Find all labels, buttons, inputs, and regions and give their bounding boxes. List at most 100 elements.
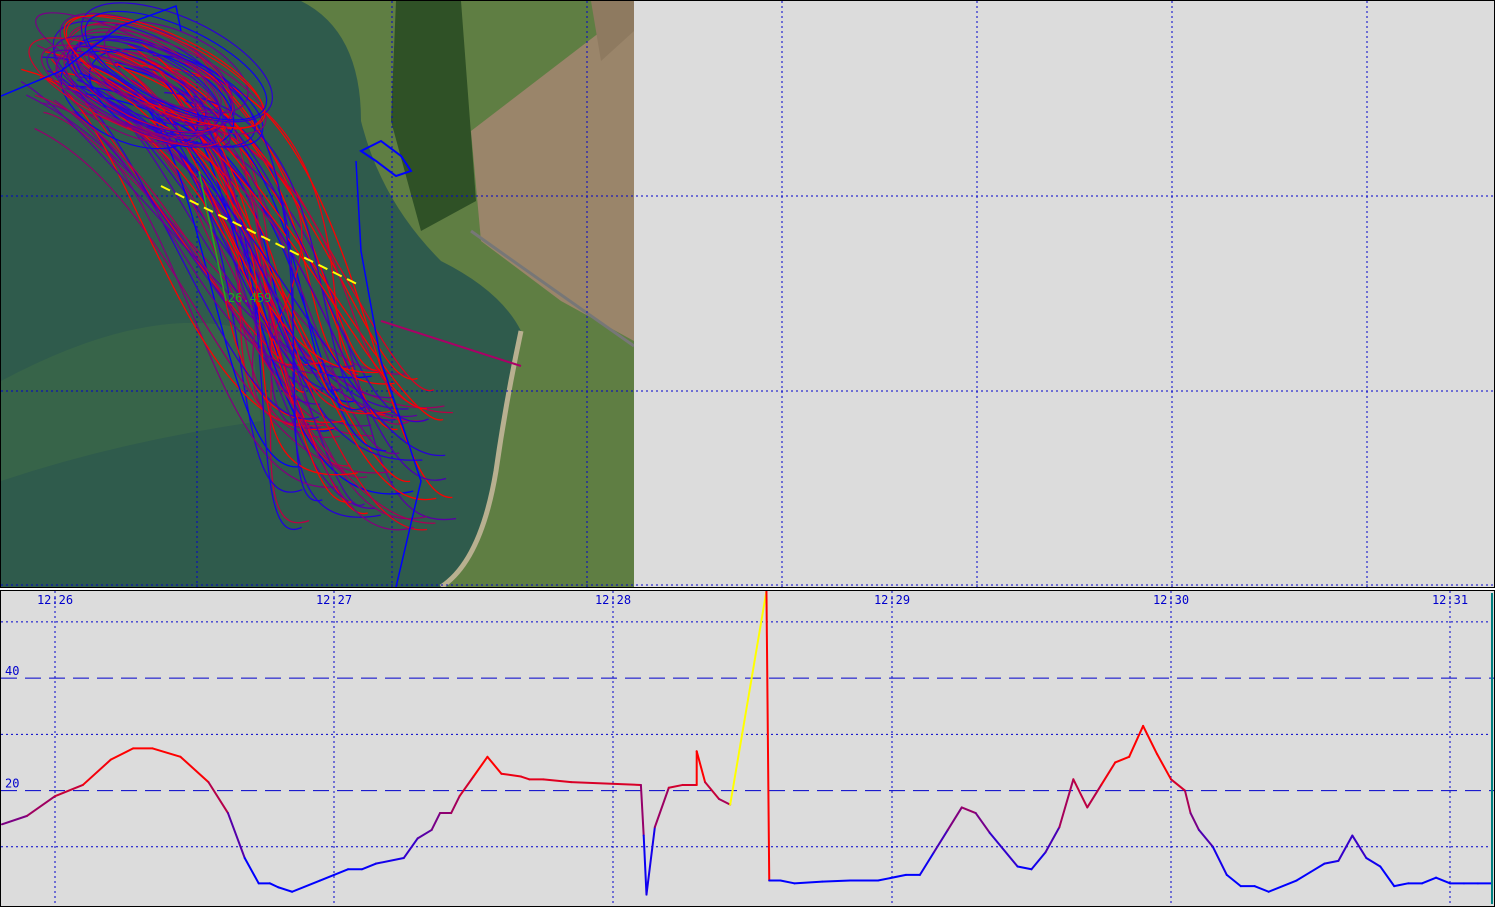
chart-series: [1, 591, 1493, 896]
speed-line-segment: [1044, 826, 1061, 854]
speed-line-segment: [226, 812, 246, 860]
speed-line-segment: [1086, 783, 1103, 809]
speed-line-segment: [1030, 851, 1047, 871]
speed-line-segment: [570, 781, 642, 786]
speed-line-segment: [430, 812, 442, 831]
speed-line-segment: [1365, 857, 1382, 868]
flight-track: [142, 66, 429, 423]
x-tick-label: 12:30: [1153, 593, 1189, 607]
highlight-segment: [160, 185, 362, 287]
speed-line-segment: [821, 879, 852, 883]
flight-track: [65, 14, 264, 130]
x-tick-label: 12:27: [316, 593, 352, 607]
flight-track: [47, 70, 320, 420]
speed-line-segment: [519, 775, 531, 781]
flight-track: [1, 4, 182, 97]
speed-line-segment: [1309, 862, 1326, 874]
speed-line-segment: [1183, 789, 1192, 815]
flight-track: [116, 62, 379, 373]
x-tick-label: 12:26: [37, 593, 73, 607]
speed-line-segment: [1072, 778, 1089, 809]
speed-line-segment: [667, 783, 684, 789]
speed-line-segment: [450, 795, 461, 815]
speed-chart-panel[interactable]: 12:26 12:27 12:28 12:29 12:30 12:31 20 40: [0, 590, 1495, 907]
speed-line-segment: [333, 868, 349, 876]
speed-line-segment: [319, 873, 335, 882]
flight-track: [103, 21, 249, 115]
speed-line-segment: [291, 879, 322, 893]
speed-line-segment: [1379, 865, 1396, 888]
speed-line-segment: [458, 775, 475, 798]
speed-line-segment: [1197, 828, 1214, 848]
flight-track: [28, 37, 226, 148]
flight-track: [122, 95, 321, 405]
flight-track: [145, 58, 418, 380]
speed-line-segment: [542, 778, 573, 784]
speed-line-segment: [1393, 882, 1410, 888]
flight-track: [164, 91, 396, 421]
speed-line-segment: [1100, 761, 1117, 786]
speed-line-segment: [1267, 879, 1298, 893]
flight-track: [128, 53, 411, 482]
speed-line-segment: [1142, 724, 1159, 756]
speed-line-segment: [243, 857, 260, 885]
y-tick-label: 40: [5, 664, 19, 678]
speed-line-segment: [1, 814, 29, 826]
tree-line: [391, 1, 476, 231]
track-map-panel[interactable]: 26.459: [0, 0, 1495, 588]
speed-line-segment: [1211, 845, 1228, 876]
flight-tracks: [1, 2, 522, 587]
map-grid: [1, 1, 1494, 587]
speed-line-segment: [877, 873, 907, 882]
flight-track: [191, 74, 453, 499]
speed-line-segment: [1323, 859, 1340, 865]
flight-track: [66, 45, 207, 126]
speed-line-segment: [718, 798, 732, 806]
track-map[interactable]: 26.459: [1, 1, 1494, 587]
flight-track: [80, 2, 274, 123]
flight-track: [35, 12, 222, 111]
field-area: [591, 1, 634, 61]
speed-line-segment: [960, 806, 977, 815]
speed-line-segment: [26, 795, 56, 817]
speed-line-segment: [974, 812, 991, 834]
flight-track: [84, 10, 268, 121]
speed-line-segment: [642, 834, 648, 896]
speed-line-segment: [1128, 724, 1145, 758]
flight-track: [55, 44, 209, 145]
speed-line-segment: [179, 755, 210, 784]
speed-line-segment: [918, 851, 935, 876]
speed-line-segment: [1435, 876, 1451, 885]
speed-chart[interactable]: 12:26 12:27 12:28 12:29 12:30 12:31 20 40: [1, 591, 1494, 906]
speed-line-segment: [81, 758, 112, 786]
flight-track: [380, 320, 522, 367]
flight-track: [63, 15, 266, 129]
flight-track: [355, 160, 422, 587]
x-tick-label: 12:28: [595, 593, 631, 607]
speed-line-segment: [1189, 812, 1200, 831]
speed-line-segment: [988, 831, 1019, 868]
speed-line-segment: [416, 828, 433, 840]
speed-line-segment: [645, 826, 656, 896]
field-area: [471, 6, 634, 341]
flight-track: [78, 27, 267, 135]
x-tick-label: 12:29: [874, 593, 910, 607]
flight-track: [34, 94, 436, 524]
speed-line-segment: [500, 772, 522, 778]
speed-line-segment: [1156, 753, 1172, 781]
speed-line-segment: [1295, 871, 1312, 882]
road: [470, 229, 634, 348]
speed-line-segment: [402, 837, 419, 860]
flight-track: [152, 54, 323, 502]
x-tick-label: 12:31: [1432, 593, 1468, 607]
flight-track: [56, 53, 219, 146]
chart-grid: [1, 591, 1494, 906]
chart-ticks: 12:26 12:27 12:28 12:29 12:30 12:31 20 40: [5, 593, 1468, 791]
speed-line-segment: [268, 882, 280, 889]
measure-line: [198, 170, 227, 302]
flight-track: [68, 24, 209, 111]
flight-track: [46, 49, 231, 149]
speed-line-segment: [704, 781, 721, 800]
speed-line-segment: [1114, 755, 1131, 764]
speed-line-segment: [472, 755, 489, 778]
